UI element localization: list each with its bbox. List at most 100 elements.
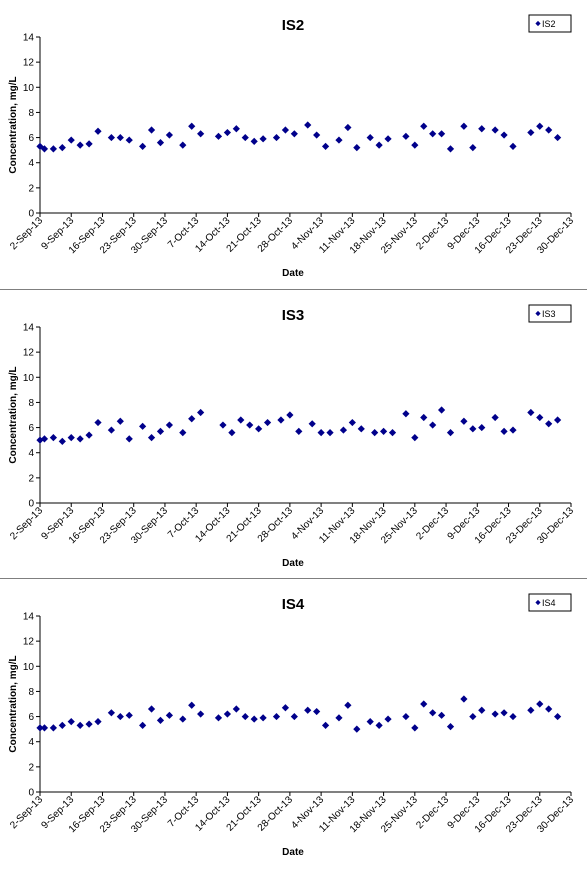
data-point-is2 <box>272 133 281 142</box>
data-point-is2 <box>353 144 361 152</box>
data-point-is2 <box>179 141 187 149</box>
y-tick-label: 10 <box>23 373 35 384</box>
data-point-is4 <box>40 724 49 732</box>
legend-label: IS4 <box>542 598 556 608</box>
data-point-is3 <box>500 427 508 435</box>
data-point-is2 <box>402 132 410 140</box>
data-point-is2 <box>49 145 57 153</box>
data-point-is3 <box>85 431 93 439</box>
data-point-is3 <box>179 429 187 437</box>
data-point-is3 <box>228 429 236 437</box>
data-point-is3 <box>402 410 410 418</box>
data-point-is4 <box>321 721 330 729</box>
data-point-is4 <box>446 723 455 731</box>
data-point-is2 <box>76 141 84 149</box>
data-point-is2 <box>85 140 93 148</box>
chart-title: IS4 <box>282 596 305 613</box>
y-tick-label: 10 <box>23 83 35 94</box>
y-tick-label: 2 <box>28 183 34 194</box>
data-point-is2 <box>156 139 165 147</box>
data-point-is4 <box>156 716 165 724</box>
data-point-is2 <box>491 126 499 134</box>
data-point-is2 <box>344 123 352 132</box>
data-point-is4 <box>460 695 468 703</box>
data-point-is4 <box>241 712 249 721</box>
data-point-is3 <box>188 415 196 423</box>
data-point-is4 <box>49 724 57 732</box>
data-point-is4 <box>536 700 544 708</box>
data-point-is3 <box>326 429 334 437</box>
chart-panel-is2: IS2 0 2 4 6 8 10 12 14 2-Sep-13 9-Sep-13 16-Sep-13 2… <box>0 0 587 290</box>
data-point-is3 <box>295 427 303 435</box>
legend-box <box>528 304 572 323</box>
y-tick-label: 6 <box>28 712 34 723</box>
data-point-is2 <box>197 130 205 138</box>
data-point-is4 <box>272 712 281 721</box>
data-point-is4 <box>250 715 258 723</box>
y-tick-label: 14 <box>23 33 35 44</box>
data-point-is3 <box>308 420 316 428</box>
data-point-is4 <box>214 714 223 722</box>
y-tick-label: 8 <box>28 398 34 409</box>
data-point-is2 <box>446 145 455 153</box>
data-point-is3 <box>420 413 428 422</box>
data-point-is3 <box>429 421 437 429</box>
data-point-is3 <box>58 437 66 445</box>
data-point-is3 <box>197 408 205 417</box>
data-point-is3 <box>554 416 562 424</box>
data-point-is2 <box>500 131 508 139</box>
data-point-is2 <box>281 126 290 134</box>
data-point-is2 <box>460 122 468 130</box>
chart-is3: IS3024681012142-Sep-139-Sep-1316-Sep-132… <box>8 304 576 569</box>
data-point-is2 <box>335 136 343 144</box>
chart-title: IS3 <box>282 307 305 324</box>
data-point-is4 <box>197 710 205 718</box>
data-point-is4 <box>402 712 410 721</box>
data-point-is2 <box>304 121 312 129</box>
data-point-is4 <box>344 701 352 709</box>
legend-label: IS2 <box>542 19 556 29</box>
legend-label: IS3 <box>542 309 556 319</box>
data-point-is2 <box>313 131 321 139</box>
data-point-is4 <box>188 701 196 709</box>
data-point-is2 <box>375 141 383 149</box>
data-point-is2 <box>139 142 147 150</box>
data-point-is2 <box>384 135 392 143</box>
y-axis-label: Concentration, mg/L <box>8 76 19 173</box>
data-point-is2 <box>478 125 486 133</box>
data-point-is4 <box>281 704 290 712</box>
data-point-is3 <box>446 429 455 437</box>
data-point-is3 <box>379 427 388 435</box>
data-point-is3 <box>67 434 75 442</box>
y-tick-label: 14 <box>23 323 35 334</box>
data-point-is2 <box>94 127 102 135</box>
data-point-is3 <box>255 425 263 433</box>
legend-box <box>528 14 572 33</box>
data-point-is2 <box>67 136 75 144</box>
data-point-is2 <box>188 122 196 130</box>
x-tick-label: 28-Oct-13 <box>256 794 296 834</box>
data-point-is4 <box>509 712 517 721</box>
x-tick-label: 2-Dec-13 <box>414 215 451 252</box>
chart-is2: IS2024681012142-Sep-139-Sep-1316-Sep-132… <box>8 14 576 279</box>
data-point-is4 <box>384 715 392 723</box>
data-point-is4 <box>313 707 321 716</box>
data-point-is3 <box>147 434 156 442</box>
data-point-is3 <box>156 427 165 435</box>
x-tick-label: 2-Sep-13 <box>8 505 45 542</box>
data-point-is3 <box>94 418 102 427</box>
data-point-is2 <box>321 142 330 150</box>
data-point-is3 <box>237 416 245 424</box>
data-point-is3 <box>348 418 356 427</box>
legend: IS4 <box>528 593 572 612</box>
x-axis-label: Date <box>282 268 304 279</box>
y-axis-label: Concentration, mg/L <box>8 655 19 752</box>
data-point-is2 <box>147 126 156 134</box>
y-tick-label: 0 <box>28 499 34 510</box>
data-point-is3 <box>460 417 468 425</box>
data-point-is3 <box>371 429 379 437</box>
data-point-is3 <box>165 421 174 429</box>
y-tick-label: 2 <box>28 473 34 484</box>
data-point-is2 <box>411 141 419 149</box>
data-point-is4 <box>139 721 147 729</box>
